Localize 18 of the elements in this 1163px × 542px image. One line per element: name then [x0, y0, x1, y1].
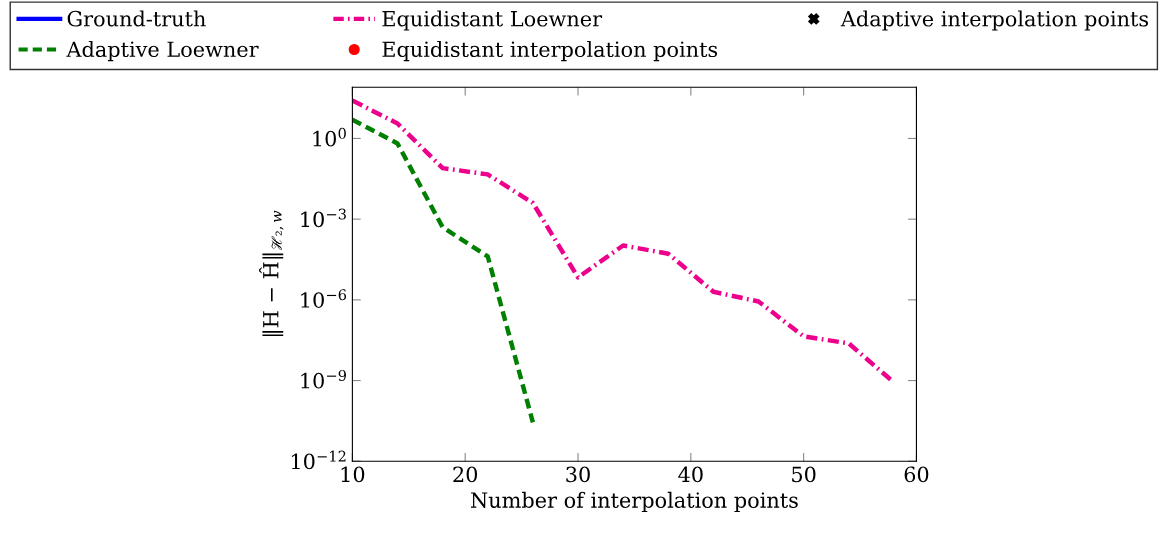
y-axis-title: ‖H − Ĥ‖$_{ℋ₂,w}$: [259, 210, 284, 337]
y-tick-label: 10$^{−3}$: [301, 208, 346, 228]
y-tick-label: 10$^{−6}$: [301, 289, 347, 308]
x-axis-title: Number of interpolation points: [471, 491, 798, 512]
x-tick-label: 60: [904, 466, 929, 483]
x-tick-label: 30: [566, 466, 590, 483]
y-tick-label: 10$^{0}$: [313, 127, 346, 147]
line-series: [352, 117, 536, 425]
x-tick-label: 50: [792, 466, 816, 483]
legend-label: Adaptive interpolation points: [840, 10, 1149, 31]
legend-label: Equidistant interpolation points: [382, 41, 718, 62]
legend-label: Equidistant Loewner: [382, 10, 603, 31]
legend-label: Ground-truth: [67, 10, 206, 27]
x-tick-label: 40: [678, 466, 703, 483]
x-tick-label: 20: [453, 466, 478, 483]
x-tick-label: 10: [341, 466, 365, 483]
y-tick-label: 10$^{−9}$: [301, 369, 346, 389]
legend-label: Adaptive Loewner: [66, 41, 259, 62]
